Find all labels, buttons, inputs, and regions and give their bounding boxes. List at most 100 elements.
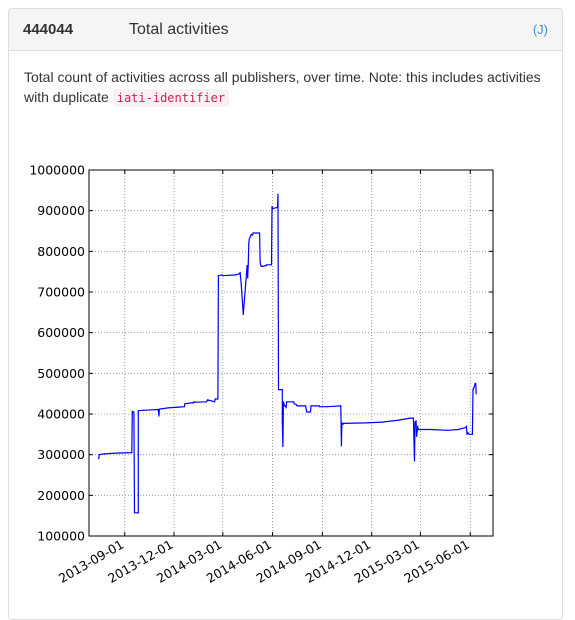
data-point bbox=[239, 273, 241, 275]
json-link[interactable]: (J) bbox=[532, 22, 548, 37]
data-point bbox=[207, 399, 209, 401]
data-point bbox=[117, 452, 119, 454]
y-tick-label: 400000 bbox=[37, 407, 85, 422]
data-point bbox=[120, 452, 122, 454]
data-point bbox=[281, 389, 283, 391]
data-point bbox=[475, 393, 477, 395]
data-point bbox=[98, 458, 100, 460]
plot-area bbox=[89, 170, 493, 536]
data-point bbox=[271, 206, 273, 208]
panel-title: Total activities bbox=[129, 20, 229, 38]
y-tick-label: 800000 bbox=[37, 244, 85, 259]
data-point bbox=[239, 271, 241, 274]
data-point bbox=[472, 389, 474, 391]
plot-frame bbox=[88, 169, 494, 537]
data-point bbox=[261, 265, 263, 267]
data-point bbox=[142, 409, 144, 411]
data-point bbox=[293, 401, 295, 403]
description-text: Total count of activities across all pub… bbox=[24, 69, 541, 105]
data-point bbox=[217, 275, 219, 277]
data-point bbox=[398, 419, 400, 421]
data-point bbox=[259, 232, 261, 234]
data-point bbox=[341, 422, 343, 424]
data-point bbox=[98, 454, 100, 456]
data-point bbox=[240, 283, 242, 285]
data-point bbox=[246, 265, 248, 267]
data-point bbox=[409, 417, 411, 419]
data-point bbox=[167, 407, 169, 409]
data-point bbox=[296, 405, 298, 407]
data-point bbox=[205, 401, 208, 403]
data-point bbox=[309, 411, 312, 413]
data-point bbox=[293, 403, 295, 405]
data-point bbox=[248, 242, 250, 244]
data-point bbox=[193, 401, 195, 403]
data-point bbox=[412, 417, 414, 419]
data-point bbox=[214, 401, 216, 403]
data-point bbox=[270, 264, 273, 266]
panel-description: Total count of activities across all pub… bbox=[9, 51, 562, 108]
data-point bbox=[466, 433, 468, 435]
data-point bbox=[305, 405, 307, 407]
y-tick-label: 100000 bbox=[37, 529, 85, 544]
data-point bbox=[157, 408, 159, 411]
data-point bbox=[310, 405, 312, 407]
data-point bbox=[416, 435, 418, 437]
data-point bbox=[259, 260, 261, 263]
data-point bbox=[381, 421, 383, 423]
data-point bbox=[417, 428, 419, 431]
activities-series-line bbox=[98, 193, 477, 514]
data-point bbox=[413, 460, 416, 462]
data-point bbox=[103, 453, 105, 455]
data-point bbox=[132, 411, 134, 413]
data-point bbox=[340, 405, 342, 407]
data-point bbox=[326, 406, 328, 408]
data-point bbox=[473, 387, 475, 389]
data-point bbox=[247, 277, 249, 279]
data-point bbox=[468, 433, 470, 435]
axes bbox=[88, 169, 494, 537]
data-point bbox=[285, 407, 287, 409]
y-tick-label: 700000 bbox=[37, 285, 85, 300]
data-point bbox=[415, 420, 417, 422]
data-point bbox=[214, 398, 216, 400]
y-tick-label: 600000 bbox=[37, 325, 85, 340]
data-point bbox=[471, 433, 473, 435]
data-point bbox=[277, 193, 279, 195]
data-point bbox=[251, 234, 254, 236]
data-point bbox=[158, 415, 160, 417]
data-point bbox=[133, 411, 135, 413]
data-point bbox=[466, 431, 469, 433]
data-point bbox=[158, 408, 160, 410]
data-point bbox=[178, 406, 180, 408]
data-point bbox=[475, 382, 477, 385]
data-point bbox=[217, 398, 219, 400]
data-point bbox=[260, 265, 262, 267]
data-point bbox=[276, 206, 279, 208]
data-point bbox=[465, 425, 468, 427]
data-point bbox=[285, 405, 287, 407]
data-point bbox=[248, 238, 250, 240]
data-point bbox=[131, 452, 133, 454]
data-point bbox=[222, 275, 224, 277]
data-point bbox=[306, 411, 308, 413]
data-point bbox=[281, 421, 283, 423]
y-tick-label: 200000 bbox=[37, 488, 85, 503]
grid-lines bbox=[89, 170, 493, 536]
data-point bbox=[282, 445, 284, 448]
data-point bbox=[250, 233, 253, 235]
y-tick-label: 300000 bbox=[37, 447, 85, 462]
activities-line-chart: 100000 200000 300000 400000 500000 600000 7000… bbox=[29, 163, 494, 586]
data-point bbox=[272, 208, 274, 210]
data-point bbox=[137, 512, 139, 514]
panel-heading: 444044 Total activities (J) bbox=[9, 9, 562, 51]
data-point bbox=[184, 403, 186, 405]
data-point bbox=[133, 512, 136, 514]
data-point bbox=[446, 429, 449, 431]
data-point bbox=[342, 422, 345, 424]
data-point bbox=[365, 422, 367, 424]
activity-count: 444044 bbox=[23, 21, 74, 38]
y-tick-label: 500000 bbox=[37, 366, 85, 381]
data-point bbox=[295, 404, 297, 406]
data-point bbox=[235, 274, 237, 276]
